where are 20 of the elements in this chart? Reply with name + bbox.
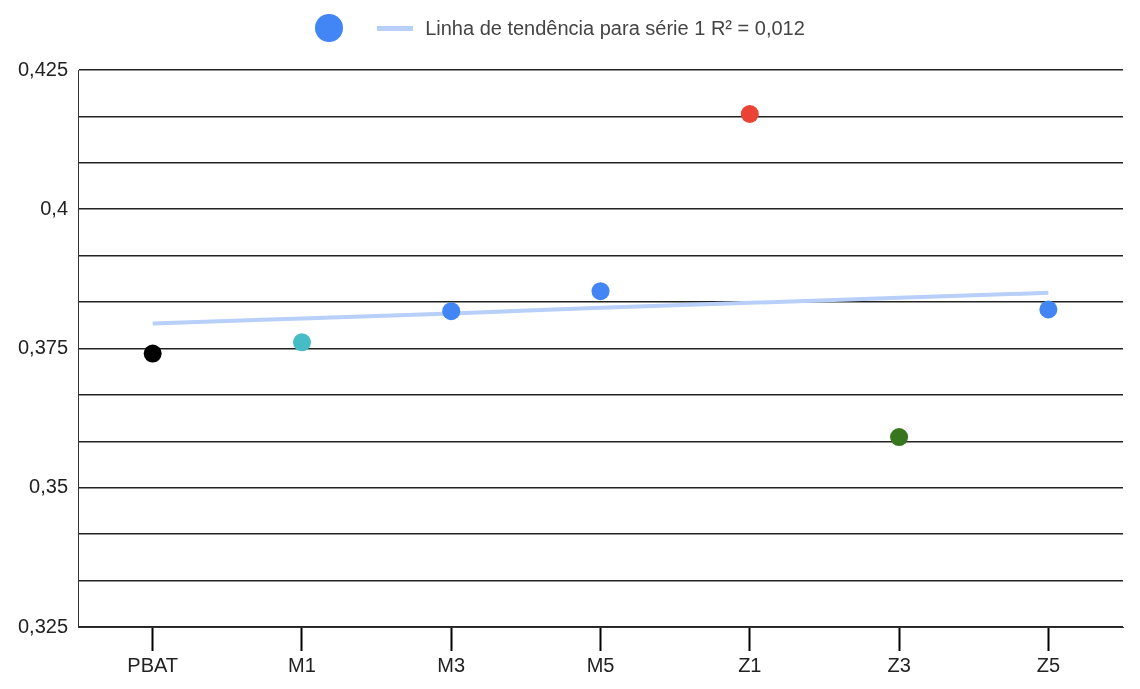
legend-label: Linha de tendência para série 1 R² = 0,012 xyxy=(425,16,805,40)
point xyxy=(442,302,461,321)
point xyxy=(143,344,162,363)
point xyxy=(1039,300,1058,319)
y-tick-label: 0,425 xyxy=(17,57,69,80)
point xyxy=(890,428,909,447)
x-tick-label: PBAT xyxy=(127,653,179,676)
y-tick-label: 0,35 xyxy=(29,475,69,498)
x-tick-label: Z3 xyxy=(887,653,911,676)
point xyxy=(591,282,610,301)
x-tick-label: M5 xyxy=(586,653,615,676)
x-tick-label: Z5 xyxy=(1036,653,1061,676)
x-tick-label: M3 xyxy=(437,653,466,676)
point xyxy=(740,105,759,123)
x-tick-label: Z1 xyxy=(738,653,762,676)
x-tick-label: M1 xyxy=(288,653,316,676)
point xyxy=(292,333,311,352)
y-tick-label: 0,325 xyxy=(17,614,69,637)
y-tick-label: 0,375 xyxy=(17,336,69,359)
y-tick-label: 0,4 xyxy=(40,196,69,219)
